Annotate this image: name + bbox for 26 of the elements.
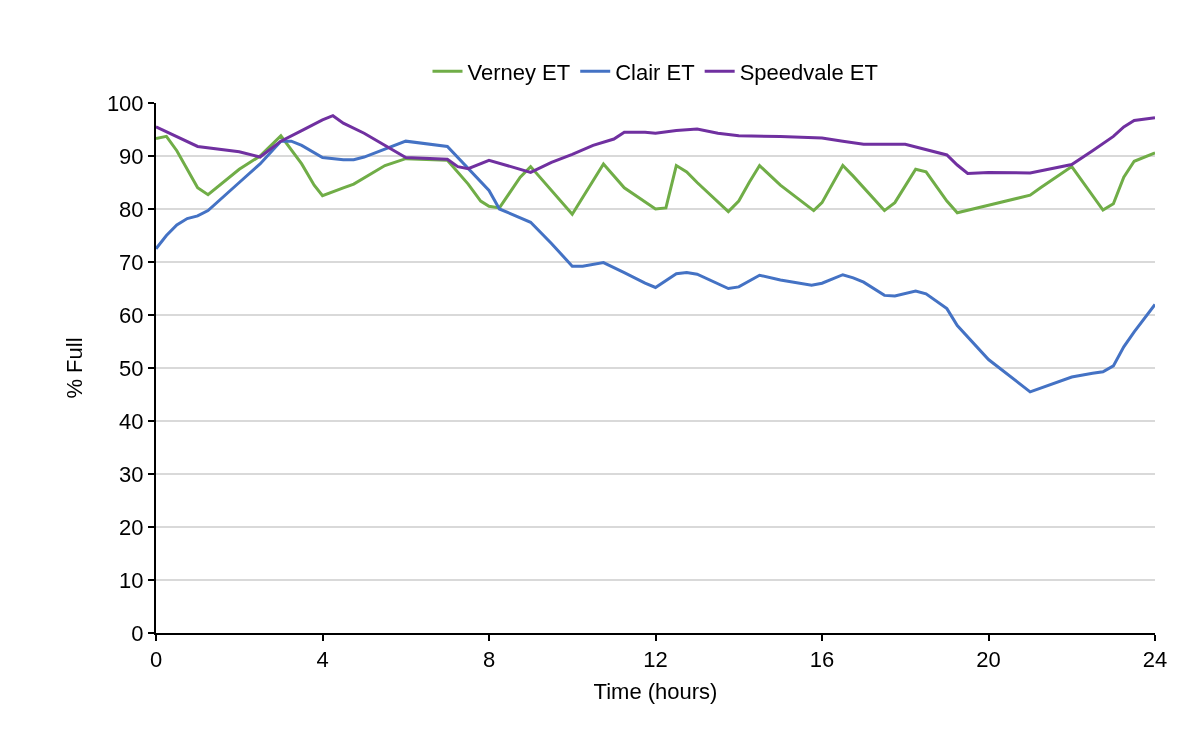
legend-label: Verney ET — [467, 59, 571, 85]
y-tick-label: 20 — [119, 514, 144, 540]
line-series — [156, 139, 1155, 394]
x-tick-label: 16 — [809, 647, 835, 673]
legend-label: Speedvale ET — [739, 59, 878, 85]
y-tick-label: 80 — [119, 196, 144, 222]
x-axis-title: Time (hours) — [593, 678, 718, 704]
y-tick-label: 30 — [119, 461, 144, 487]
y-tick-label: 50 — [119, 355, 144, 381]
x-tick-label: 0 — [149, 647, 163, 673]
y-axis-title: % Full — [62, 337, 88, 399]
y-tick-label: 10 — [119, 567, 144, 593]
legend-label: Clair ET — [615, 59, 695, 85]
y-tick-label: 90 — [119, 143, 144, 169]
x-tick-label: 20 — [976, 647, 1001, 673]
y-tick-label: 40 — [119, 408, 144, 434]
line-series — [156, 134, 1155, 216]
x-tick-label: 8 — [482, 647, 496, 673]
x-tick-label: 24 — [1142, 647, 1168, 673]
y-tick-label: 100 — [106, 90, 144, 116]
x-tick-label: 12 — [643, 647, 668, 673]
x-tick-label: 4 — [316, 647, 329, 673]
y-tick-label: 70 — [119, 249, 144, 275]
y-tick-label: 0 — [131, 620, 144, 646]
line-series — [156, 114, 1155, 175]
y-tick-label: 60 — [119, 302, 144, 328]
